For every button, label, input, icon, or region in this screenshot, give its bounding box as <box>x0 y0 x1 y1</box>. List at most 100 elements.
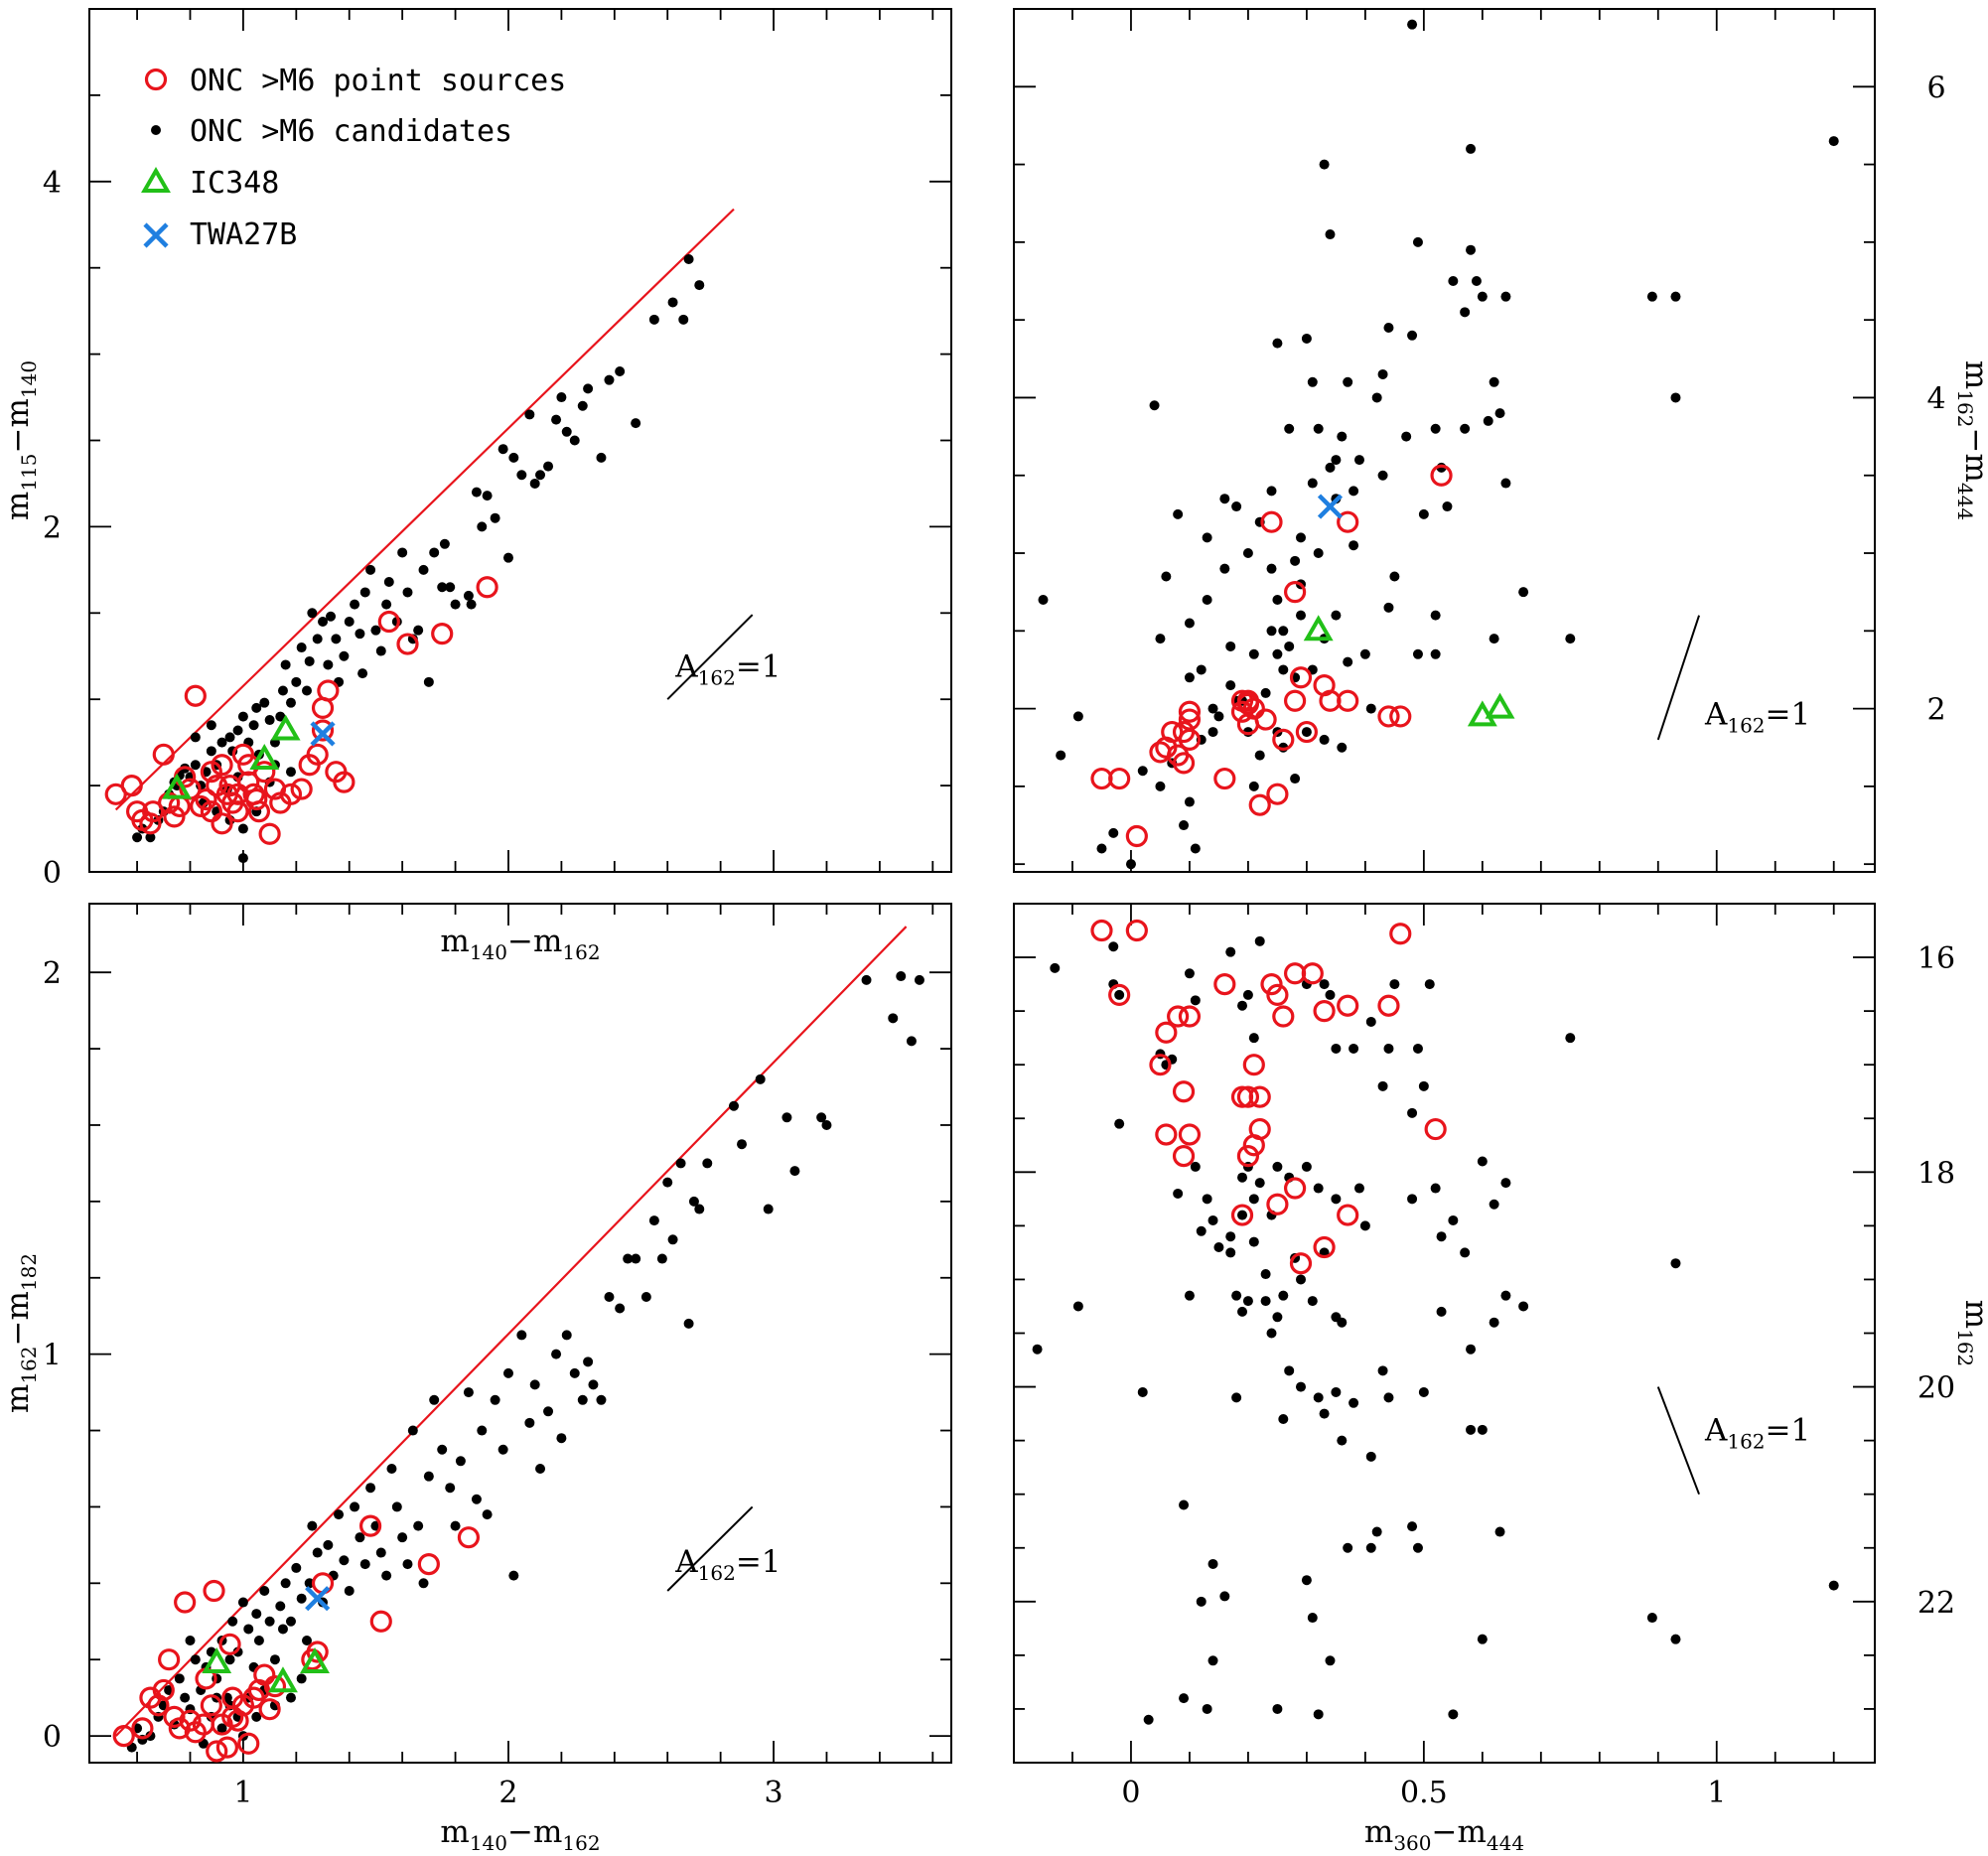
candidate-point <box>1307 478 1318 489</box>
point-source-marker <box>333 771 355 793</box>
candidate-point <box>508 1570 519 1581</box>
y-tick-label: 18 <box>1917 1156 1955 1191</box>
point-source-marker <box>1172 752 1196 775</box>
point-source-marker <box>1389 923 1412 945</box>
series-ic348 <box>202 1647 330 1693</box>
candidate-point <box>1225 680 1236 691</box>
point-source-marker <box>1424 1117 1447 1141</box>
candidate-point <box>280 659 291 670</box>
candidate-point <box>640 1291 651 1302</box>
candidate-point <box>251 1711 262 1722</box>
candidate-point <box>1196 1225 1207 1236</box>
candidate-point <box>1266 563 1277 574</box>
point-source-marker <box>152 1678 175 1702</box>
point-source-marker <box>476 576 498 599</box>
point-source-marker <box>457 1526 481 1549</box>
candidate-point <box>285 1616 296 1627</box>
candidate-point <box>307 1520 318 1531</box>
point-source-marker <box>158 1648 181 1671</box>
point-source-marker <box>1313 1000 1336 1023</box>
point-source-marker <box>218 1633 241 1655</box>
candidate-point <box>224 732 235 743</box>
candidate-point <box>861 974 872 985</box>
data-points <box>112 971 924 1763</box>
candidate-point <box>694 280 705 291</box>
candidate-point <box>359 1559 370 1570</box>
candidate-point <box>1301 1161 1312 1172</box>
point-source-marker <box>417 1552 440 1576</box>
candidate-point <box>1477 1634 1488 1644</box>
candidate-point <box>1272 648 1283 659</box>
candidate-point <box>1418 1080 1429 1091</box>
candidate-point <box>296 1673 307 1684</box>
series-point-sources <box>112 1514 481 1763</box>
candidate-point <box>1254 1178 1265 1189</box>
candidate-point <box>1278 626 1289 637</box>
point-source-marker <box>1337 510 1359 533</box>
candidate-point <box>1436 1306 1447 1317</box>
candidate-point <box>604 1291 615 1302</box>
candidate-point <box>1248 781 1259 791</box>
point-source-marker <box>1090 919 1113 942</box>
candidate-point <box>355 1532 365 1543</box>
y-tick-label: 0 <box>43 856 62 891</box>
point-source-marker <box>1108 767 1131 790</box>
candidate-point <box>631 1253 641 1264</box>
candidate-point <box>543 461 554 472</box>
point-source-marker <box>1266 783 1289 805</box>
point-source-marker <box>1284 689 1307 712</box>
panel-top-right: 2 4 6 m162−m444 A162=1 <box>1013 8 1988 873</box>
candidate-point <box>1272 1312 1283 1323</box>
candidate-point <box>1489 1199 1499 1210</box>
candidate-point <box>264 1616 275 1627</box>
candidate-point <box>132 832 143 843</box>
candidate-point <box>1219 494 1230 504</box>
candidate-point <box>275 711 286 722</box>
candidate-point <box>675 1158 686 1169</box>
candidate-point <box>1161 571 1172 582</box>
candidate-point <box>1260 687 1271 698</box>
plot-frame <box>1013 903 1876 1764</box>
candidate-point <box>1231 501 1242 512</box>
candidate-point <box>391 1501 402 1512</box>
x-axis-label: m140−m162 <box>440 1814 600 1855</box>
candidate-point <box>1278 1290 1289 1301</box>
point-source-marker <box>1242 1054 1265 1076</box>
candidate-point <box>1202 1703 1212 1714</box>
candidate-point <box>656 1253 667 1264</box>
series-candidates <box>1038 19 1839 870</box>
candidate-point <box>1477 1424 1488 1435</box>
point-source-marker <box>279 783 303 805</box>
point-source-marker <box>1155 1021 1178 1044</box>
candidate-point <box>307 608 318 619</box>
candidate-point <box>439 538 450 549</box>
point-source-marker <box>1272 1005 1295 1028</box>
point-source-marker <box>237 754 260 777</box>
candidate-point <box>490 512 500 523</box>
point-source-marker <box>1149 741 1172 764</box>
candidate-point <box>1319 734 1330 745</box>
candidate-point <box>490 1394 500 1405</box>
candidate-point <box>455 1456 466 1467</box>
candidate-point <box>1565 634 1576 644</box>
candidate-point <box>1219 563 1230 574</box>
candidate-point <box>1349 486 1359 497</box>
candidate-point <box>1155 781 1166 791</box>
candidate-point <box>323 659 334 670</box>
candidate-point <box>1237 1000 1248 1011</box>
candidate-point <box>737 1139 748 1150</box>
candidate-point <box>429 547 440 558</box>
point-source-marker <box>1377 994 1400 1017</box>
candidate-point <box>688 1196 699 1207</box>
candidate-point <box>418 1578 429 1589</box>
candidate-point <box>318 616 329 627</box>
ic348-marker <box>162 773 193 799</box>
candidate-point <box>816 1112 827 1123</box>
legend-marker-open-circle <box>144 68 168 91</box>
candidate-point <box>1331 1194 1342 1205</box>
y-tick-label: 4 <box>1926 381 1945 416</box>
candidate-point <box>1319 1408 1330 1419</box>
candidate-point <box>1343 376 1353 387</box>
candidate-point <box>1430 423 1441 434</box>
